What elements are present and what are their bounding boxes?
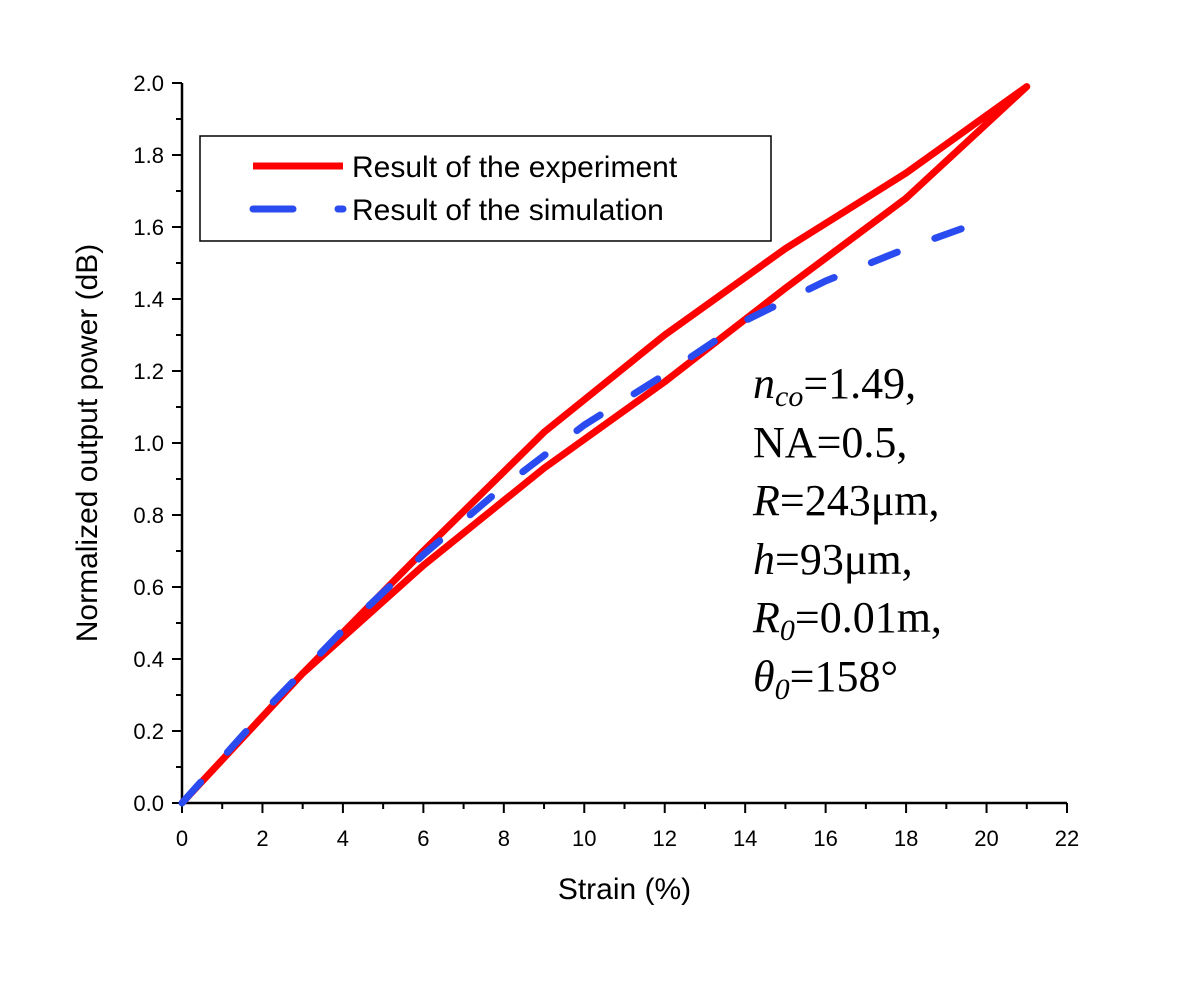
param-r: R=243μm, bbox=[752, 476, 940, 525]
x-tick-label: 18 bbox=[894, 826, 918, 851]
y-tick-label: 0.8 bbox=[133, 503, 164, 528]
legend-label-experiment: Result of the experiment bbox=[352, 151, 678, 184]
param-r0-symbol: R bbox=[752, 593, 780, 642]
param-nco: nco=1.49, bbox=[753, 359, 916, 413]
y-tick-label: 2.0 bbox=[133, 71, 164, 96]
x-tick-label: 10 bbox=[572, 826, 596, 851]
y-tick-label: 1.8 bbox=[133, 143, 164, 168]
y-tick-label: 1.4 bbox=[133, 287, 164, 312]
legend-label-simulation: Result of the simulation bbox=[352, 194, 664, 227]
series-line-experiment bbox=[179, 83, 1031, 806]
param-theta0-symbol: θ bbox=[753, 652, 775, 701]
param-theta0: θ0=158° bbox=[753, 652, 898, 706]
param-na: NA=0.5, bbox=[753, 418, 907, 467]
x-tick-label: 22 bbox=[1055, 826, 1079, 851]
x-tick-label: 20 bbox=[974, 826, 998, 851]
x-tick-label: 0 bbox=[176, 826, 188, 851]
param-nco-symbol: n bbox=[753, 359, 775, 408]
x-tick-label: 2 bbox=[256, 826, 268, 851]
x-tick-label: 8 bbox=[498, 826, 510, 851]
y-axis-title: Normalized output power (dB) bbox=[71, 244, 104, 643]
param-h-symbol: h bbox=[753, 535, 775, 584]
axes: 0 2 4 6 8 10 12 14 16 18 20 22 0.0 0.2 0.4 0.6 0.8 1.0 1.… bbox=[133, 71, 1079, 851]
y-tick-label: 0.2 bbox=[133, 719, 164, 744]
legend: Result of the experiment Result of the s… bbox=[199, 135, 772, 242]
y-ticks: 0.0 0.2 0.4 0.6 0.8 1.0 1.2 1.4 1.6 1.8 2.0 bbox=[133, 71, 182, 816]
x-axis-title: Strain (%) bbox=[558, 873, 691, 906]
param-r0-value: =0.01m, bbox=[795, 593, 942, 642]
y-tick-label: 0.0 bbox=[133, 791, 164, 816]
param-r0: R0=0.01m, bbox=[752, 593, 942, 647]
param-h: h=93μm, bbox=[753, 535, 913, 584]
y-tick-label: 0.6 bbox=[133, 575, 164, 600]
x-tick-label: 14 bbox=[733, 826, 757, 851]
y-tick-label: 1.6 bbox=[133, 215, 164, 240]
x-tick-label: 12 bbox=[652, 826, 676, 851]
param-r0-subscript: 0 bbox=[780, 614, 795, 647]
param-na-value: =0.5, bbox=[817, 418, 908, 467]
y-tick-label: 0.4 bbox=[133, 647, 164, 672]
param-r-value: =243μm, bbox=[780, 476, 940, 525]
x-tick-label: 16 bbox=[813, 826, 837, 851]
series-line-simulation bbox=[178, 216, 990, 807]
y-tick-label: 1.0 bbox=[133, 431, 164, 456]
param-r-symbol: R bbox=[752, 476, 780, 525]
param-nco-value: =1.49, bbox=[803, 359, 916, 408]
y-tick-label: 1.2 bbox=[133, 359, 164, 384]
param-h-value: =93μm, bbox=[775, 535, 913, 584]
param-na-symbol: NA bbox=[753, 418, 817, 467]
legend-box bbox=[199, 135, 772, 242]
plot-area bbox=[178, 83, 1031, 807]
x-ticks: 0 2 4 6 8 10 12 14 16 18 20 22 bbox=[176, 803, 1079, 851]
param-theta0-subscript: 0 bbox=[775, 673, 790, 706]
param-theta0-value: =158° bbox=[790, 652, 898, 701]
x-tick-label: 6 bbox=[417, 826, 429, 851]
x-tick-label: 4 bbox=[337, 826, 349, 851]
parameter-annotation: nco=1.49, NA=0.5, R=243μm, h=93μm, R0=0.… bbox=[752, 359, 942, 706]
param-nco-subscript: co bbox=[775, 380, 803, 413]
